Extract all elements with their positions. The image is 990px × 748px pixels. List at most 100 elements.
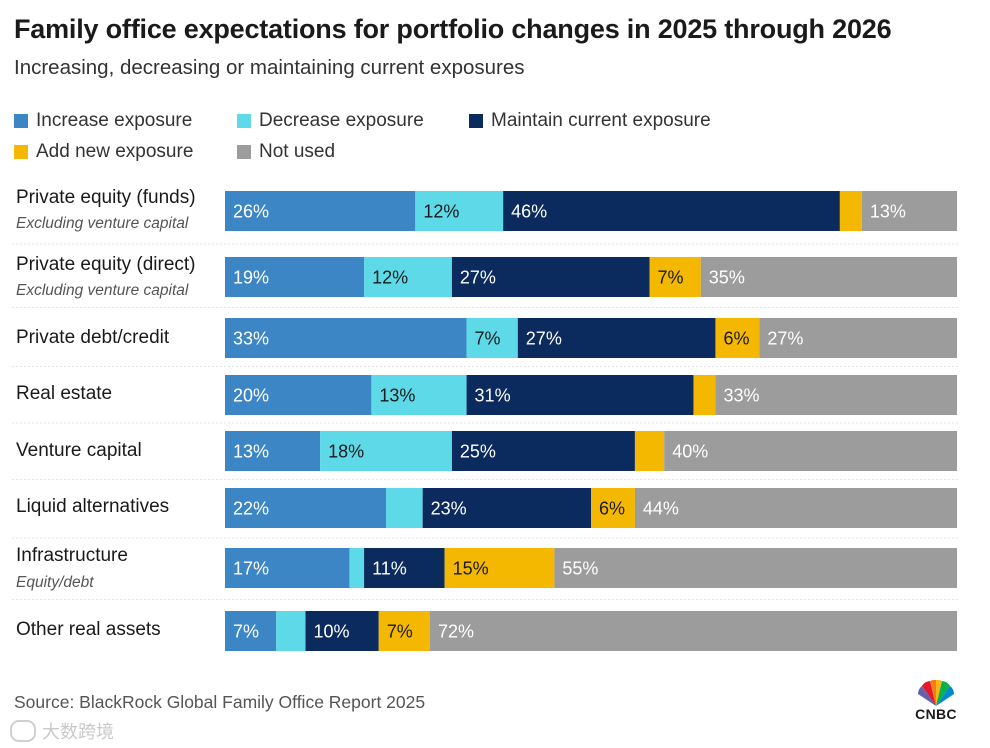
legend-swatch-maintain	[469, 114, 483, 128]
data-label-add-1: 7%	[658, 268, 684, 288]
data-label-increase-5: 22%	[233, 499, 269, 519]
data-label-maintain-2: 27%	[526, 329, 562, 349]
bar-segment-maintain-5	[422, 488, 591, 528]
data-label-decrease-2: 7%	[475, 329, 501, 349]
row-label-venture-capital: Venture capital	[16, 440, 142, 461]
watermark: 大数跨境	[10, 718, 114, 744]
data-label-decrease-1: 12%	[372, 268, 408, 288]
data-label-add-7: 7%	[387, 622, 413, 642]
bar-segment-add-2	[715, 318, 760, 358]
bar-segment-not_used-0	[861, 191, 957, 231]
data-label-add-5: 6%	[599, 499, 625, 519]
data-label-increase-4: 13%	[233, 442, 269, 462]
bar-segment-not_used-3	[715, 375, 957, 415]
data-label-not_used-6: 55%	[562, 559, 598, 579]
chart-subtitle: Increasing, decreasing or maintaining cu…	[14, 56, 525, 79]
bar-segment-maintain-2	[517, 318, 716, 358]
data-label-maintain-6: 11%	[372, 559, 407, 579]
bar-segment-add-0	[839, 191, 862, 231]
bar-segment-maintain-3	[466, 375, 694, 415]
row-label-real-estate: Real estate	[16, 383, 113, 404]
bar-segment-add-5	[591, 488, 635, 528]
bar-segment-increase-4	[225, 431, 321, 471]
legend-label-decrease: Decrease exposure	[259, 110, 424, 131]
row-note-private-equity-direct: Excluding venture capital	[16, 282, 189, 299]
data-label-not_used-1: 35%	[709, 268, 745, 288]
data-label-decrease-4: 18%	[328, 442, 364, 462]
bar-segment-decrease-3	[371, 375, 467, 415]
bar-segment-increase-5	[225, 488, 387, 528]
bar-segment-add-7	[378, 611, 430, 651]
bar-segment-increase-6	[225, 548, 350, 588]
bar-segment-maintain-7	[305, 611, 379, 651]
legend-swatch-not-used	[237, 145, 251, 159]
bar-segment-not_used-7	[429, 611, 958, 651]
data-label-maintain-1: 27%	[460, 268, 496, 288]
bar-segment-increase-0	[225, 191, 416, 231]
bar-segment-maintain-1	[451, 257, 650, 297]
bar-segment-maintain-0	[503, 191, 840, 231]
bar-segment-not_used-6	[554, 548, 957, 588]
bar-segment-decrease-7	[276, 611, 306, 651]
brand-name: CNBC	[915, 706, 957, 722]
bar-segment-not_used-4	[664, 431, 957, 471]
watermark-icon	[10, 720, 36, 742]
data-label-maintain-0: 46%	[511, 202, 547, 222]
chart-title: Family office expectations for portfolio…	[14, 14, 892, 44]
row-label-liquid-alternatives: Liquid alternatives	[16, 496, 170, 517]
row-label-other-real-assets: Other real assets	[16, 619, 161, 640]
row-note-infrastructure: Equity/debt	[16, 574, 94, 591]
data-label-increase-3: 20%	[233, 386, 269, 406]
watermark-text: 大数跨境	[42, 722, 114, 742]
data-label-not_used-3: 33%	[723, 386, 759, 406]
bar-segment-decrease-4	[320, 431, 452, 471]
legend-label-not-used: Not used	[259, 141, 336, 162]
peacock-icon	[918, 679, 954, 706]
bar-segment-not_used-5	[634, 488, 957, 528]
row-label-private-equity-funds: Private equity (funds)	[16, 187, 196, 208]
data-label-decrease-3: 13%	[379, 386, 415, 406]
legend-swatch-add	[14, 145, 28, 159]
data-label-not_used-0: 13%	[870, 202, 906, 222]
source-note: Source: BlackRock Global Family Office R…	[14, 692, 426, 712]
legend-item-not-used: Not used	[237, 141, 335, 163]
data-label-increase-1: 19%	[233, 268, 269, 288]
legend-item-maintain: Maintain current exposure	[469, 110, 711, 132]
bar-segment-decrease-0	[415, 191, 504, 231]
legend-swatch-decrease	[237, 114, 251, 128]
data-label-not_used-2: 27%	[767, 329, 803, 349]
data-label-maintain-4: 25%	[460, 442, 496, 462]
bar-segment-decrease-5	[386, 488, 423, 528]
legend-item-increase: Increase exposure	[14, 110, 192, 132]
bar-segment-add-1	[649, 257, 701, 297]
legend-item-decrease: Decrease exposure	[237, 110, 424, 132]
bar-segment-maintain-6	[364, 548, 445, 588]
bar-segment-decrease-2	[466, 318, 518, 358]
bar-segment-increase-3	[225, 375, 372, 415]
data-label-add-2: 6%	[723, 329, 749, 349]
data-label-decrease-0: 12%	[423, 202, 459, 222]
bar-segment-not_used-1	[700, 257, 957, 297]
data-label-maintain-5: 23%	[431, 499, 467, 519]
bar-segment-increase-7	[225, 611, 277, 651]
legend-item-add: Add new exposure	[14, 141, 193, 163]
bar-segment-increase-2	[225, 318, 467, 358]
bar-segment-maintain-4	[451, 431, 635, 471]
legend-label-add: Add new exposure	[36, 141, 194, 162]
row-label-private-equity-direct: Private equity (direct)	[16, 254, 196, 275]
data-label-increase-2: 33%	[233, 329, 269, 349]
bar-segment-add-6	[444, 548, 555, 588]
row-note-private-equity-funds: Excluding venture capital	[16, 215, 189, 232]
cnbc-logo: CNBC	[908, 678, 964, 724]
bar-segment-decrease-1	[364, 257, 452, 297]
bar-segment-increase-1	[225, 257, 365, 297]
data-label-not_used-5: 44%	[643, 499, 679, 519]
data-label-not_used-7: 72%	[438, 622, 474, 642]
data-label-maintain-3: 31%	[475, 386, 511, 406]
data-label-add-6: 15%	[453, 559, 489, 579]
bar-segment-decrease-6	[349, 548, 365, 588]
row-label-private-debt-credit: Private debt/credit	[16, 327, 170, 348]
row-label-infrastructure: Infrastructure	[16, 545, 128, 566]
legend-swatch-increase	[14, 114, 28, 128]
